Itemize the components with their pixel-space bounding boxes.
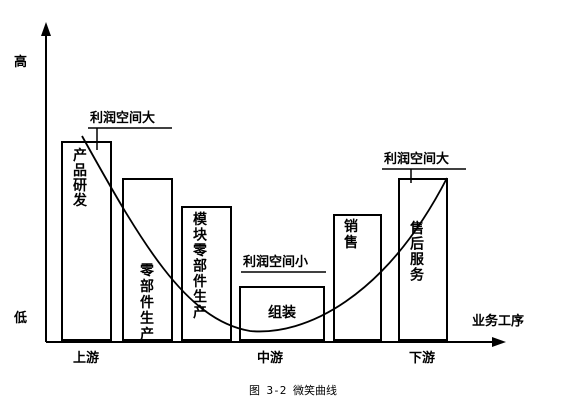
y-axis-low-label: 低 xyxy=(13,310,27,326)
sales-label-text: 销售 xyxy=(343,218,358,251)
figure-caption: 图 3-2 微笑曲线 xyxy=(248,384,338,397)
box-module-parts-production xyxy=(181,206,232,341)
stage-downstream: 下游 xyxy=(409,350,435,366)
label-module-parts-production: 模块零部件生产 xyxy=(192,211,208,321)
product-rd-label-text: 产品研发 xyxy=(72,147,88,209)
x-axis-arrow xyxy=(492,337,506,347)
stage-midstream: 中游 xyxy=(257,350,283,366)
box-after-sales-service xyxy=(398,178,448,341)
annotation-left: 利润空间大 xyxy=(90,110,155,126)
label-assembly: 组装 xyxy=(268,304,297,321)
y-axis-arrow xyxy=(41,22,51,36)
module-parts-production-label-text: 模块零部件生产 xyxy=(192,211,208,321)
x-axis-label: 业务工序 xyxy=(472,313,524,329)
label-parts-production: 零部件生产 xyxy=(139,262,155,343)
annotation-middle: 利润空间小 xyxy=(243,254,308,270)
annotation-right: 利润空间大 xyxy=(384,151,449,167)
box-product-rd xyxy=(61,141,112,341)
label-sales: 销售 xyxy=(343,218,358,251)
stage-upstream: 上游 xyxy=(73,350,99,366)
parts-production-label-text: 零部件生产 xyxy=(139,262,155,343)
y-axis-high-label: 高 xyxy=(14,54,27,70)
box-parts-production xyxy=(122,178,173,341)
label-product-rd: 产品研发 xyxy=(72,147,88,209)
smile-curve xyxy=(81,135,448,333)
box-sales xyxy=(333,214,382,341)
